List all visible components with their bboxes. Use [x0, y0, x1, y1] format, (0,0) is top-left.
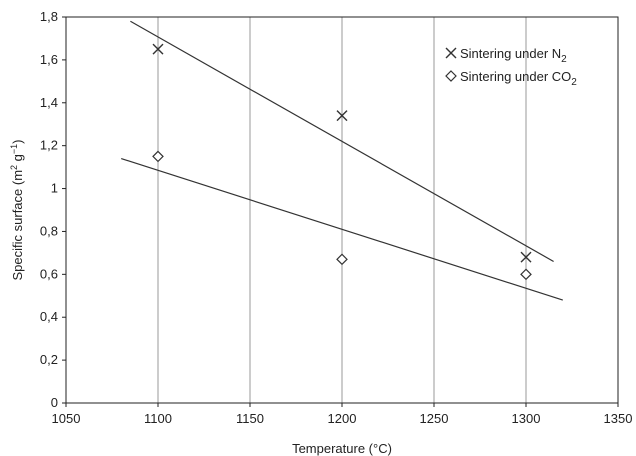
- legend: Sintering under N2 Sintering under CO2: [445, 46, 577, 88]
- legend-marker-co2: [445, 70, 457, 82]
- markers: [152, 43, 532, 281]
- x-axis-label: Temperature (°C): [292, 441, 392, 456]
- y-tick-label: 1: [51, 181, 58, 196]
- y-tick-label: 0,2: [40, 352, 58, 367]
- legend-label-n2: Sintering under N2: [460, 46, 567, 65]
- x-tick-label: 1200: [328, 411, 357, 426]
- y-tick-label: 1,4: [40, 95, 58, 110]
- x-tick-label: 1150: [236, 411, 264, 426]
- grid: [157, 17, 527, 403]
- x-tick-label: 1300: [512, 411, 541, 426]
- y-tick-label: 1,2: [40, 138, 58, 153]
- y-tick-label: 0,4: [40, 309, 58, 324]
- y-axis-label: Specific surface (m2 g−1): [9, 139, 25, 280]
- y-tick-label: 0,6: [40, 266, 58, 281]
- y-tick-label: 0,8: [40, 223, 58, 238]
- y-tick-label: 1,8: [40, 9, 58, 24]
- y-tick-label: 0: [51, 395, 58, 410]
- axes: 1050 1100 1150 1200 1250 1300 1350 0 0,2 0,4 0,6 0,…: [40, 9, 633, 426]
- legend-marker-n2: [445, 47, 457, 59]
- data-point-n2: [152, 43, 164, 55]
- x-tick-label: 1100: [144, 411, 172, 426]
- x-tick-label: 1250: [420, 411, 449, 426]
- data-point-co2: [152, 150, 164, 163]
- trendline-series-0: [130, 20, 554, 262]
- data-point-co2: [336, 253, 348, 266]
- x-tick-label: 1350: [604, 411, 633, 426]
- data-point-co2: [520, 268, 532, 281]
- trendlines: [121, 20, 563, 301]
- trendline-series-1: [121, 157, 563, 301]
- x-tick-label: 1050: [52, 411, 81, 426]
- data-point-n2: [336, 110, 348, 122]
- legend-label-co2: Sintering under CO2: [460, 69, 577, 88]
- data-point-n2: [520, 251, 532, 263]
- y-tick-label: 1,6: [40, 52, 58, 67]
